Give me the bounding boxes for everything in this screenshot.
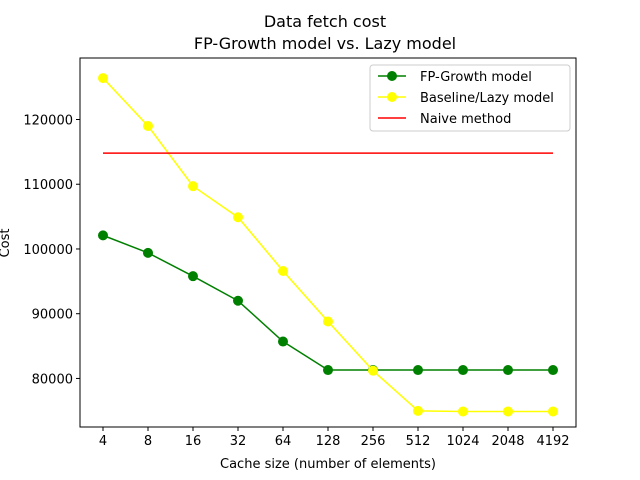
series-point-1-4 <box>278 265 288 276</box>
y-tick-label-3: 110000 <box>23 178 73 193</box>
legend-box <box>369 64 571 132</box>
legend-swatch-marker-0 <box>387 71 397 81</box>
x-tick-label-6: 256 <box>361 434 386 449</box>
series-point-0-9 <box>503 365 513 376</box>
series-point-0-7 <box>413 365 423 376</box>
y-tick-label-2: 100000 <box>23 243 73 258</box>
x-tick-label-7: 512 <box>406 434 431 449</box>
chart-title: Data fetch cost <box>264 12 386 31</box>
x-axis: 4 8 16 32 64 128 256 512 1024 2048 4192 <box>99 427 570 449</box>
y-axis: 80000 90000 100000 110000 120000 <box>23 114 80 387</box>
series-point-1-6 <box>368 365 378 376</box>
legend-swatch-marker-1 <box>387 92 397 102</box>
series-point-1-0 <box>98 73 108 84</box>
series-point-1-10 <box>548 406 558 417</box>
x-tick-label-0: 4 <box>99 434 107 449</box>
x-tick-label-4: 64 <box>275 434 292 449</box>
series-point-1-5 <box>323 316 333 327</box>
x-tick-label-1: 8 <box>144 434 152 449</box>
legend-label-2: Naive method <box>420 112 511 127</box>
x-tick-label-5: 128 <box>316 434 341 449</box>
series-point-1-3 <box>233 212 243 223</box>
series-point-1-8 <box>458 406 468 417</box>
legend-label-0: FP-Growth model <box>420 70 532 85</box>
series-point-0-2 <box>188 271 198 282</box>
series-point-1-9 <box>503 406 513 417</box>
series-point-0-0 <box>98 230 108 241</box>
series-point-0-3 <box>233 295 243 306</box>
y-tick-label-4: 120000 <box>23 114 73 129</box>
series-point-0-1 <box>143 247 153 258</box>
x-tick-label-8: 1024 <box>446 434 479 449</box>
x-tick-label-2: 16 <box>185 434 202 449</box>
series-point-1-1 <box>143 120 153 131</box>
series-point-0-4 <box>278 336 288 347</box>
y-tick-label-1: 90000 <box>32 308 73 323</box>
legend: FP-Growth model Baseline/Lazy model Naive … <box>369 64 571 132</box>
chart-subtitle: FP-Growth model vs. Lazy model <box>194 34 456 53</box>
x-axis-label: Cache size (number of elements) <box>220 457 436 472</box>
series-point-0-5 <box>323 365 333 376</box>
plot-area <box>79 57 577 428</box>
series-point-0-10 <box>548 365 558 376</box>
y-axis-label: Cost <box>0 229 13 258</box>
series-point-1-2 <box>188 181 198 192</box>
series-point-1-7 <box>413 405 423 416</box>
x-tick-label-9: 2048 <box>491 434 524 449</box>
legend-label-1: Baseline/Lazy model <box>420 91 554 106</box>
series-point-0-8 <box>458 365 468 376</box>
y-tick-label-0: 80000 <box>32 372 73 387</box>
x-tick-label-10: 4192 <box>536 434 569 449</box>
x-tick-label-3: 32 <box>230 434 247 449</box>
